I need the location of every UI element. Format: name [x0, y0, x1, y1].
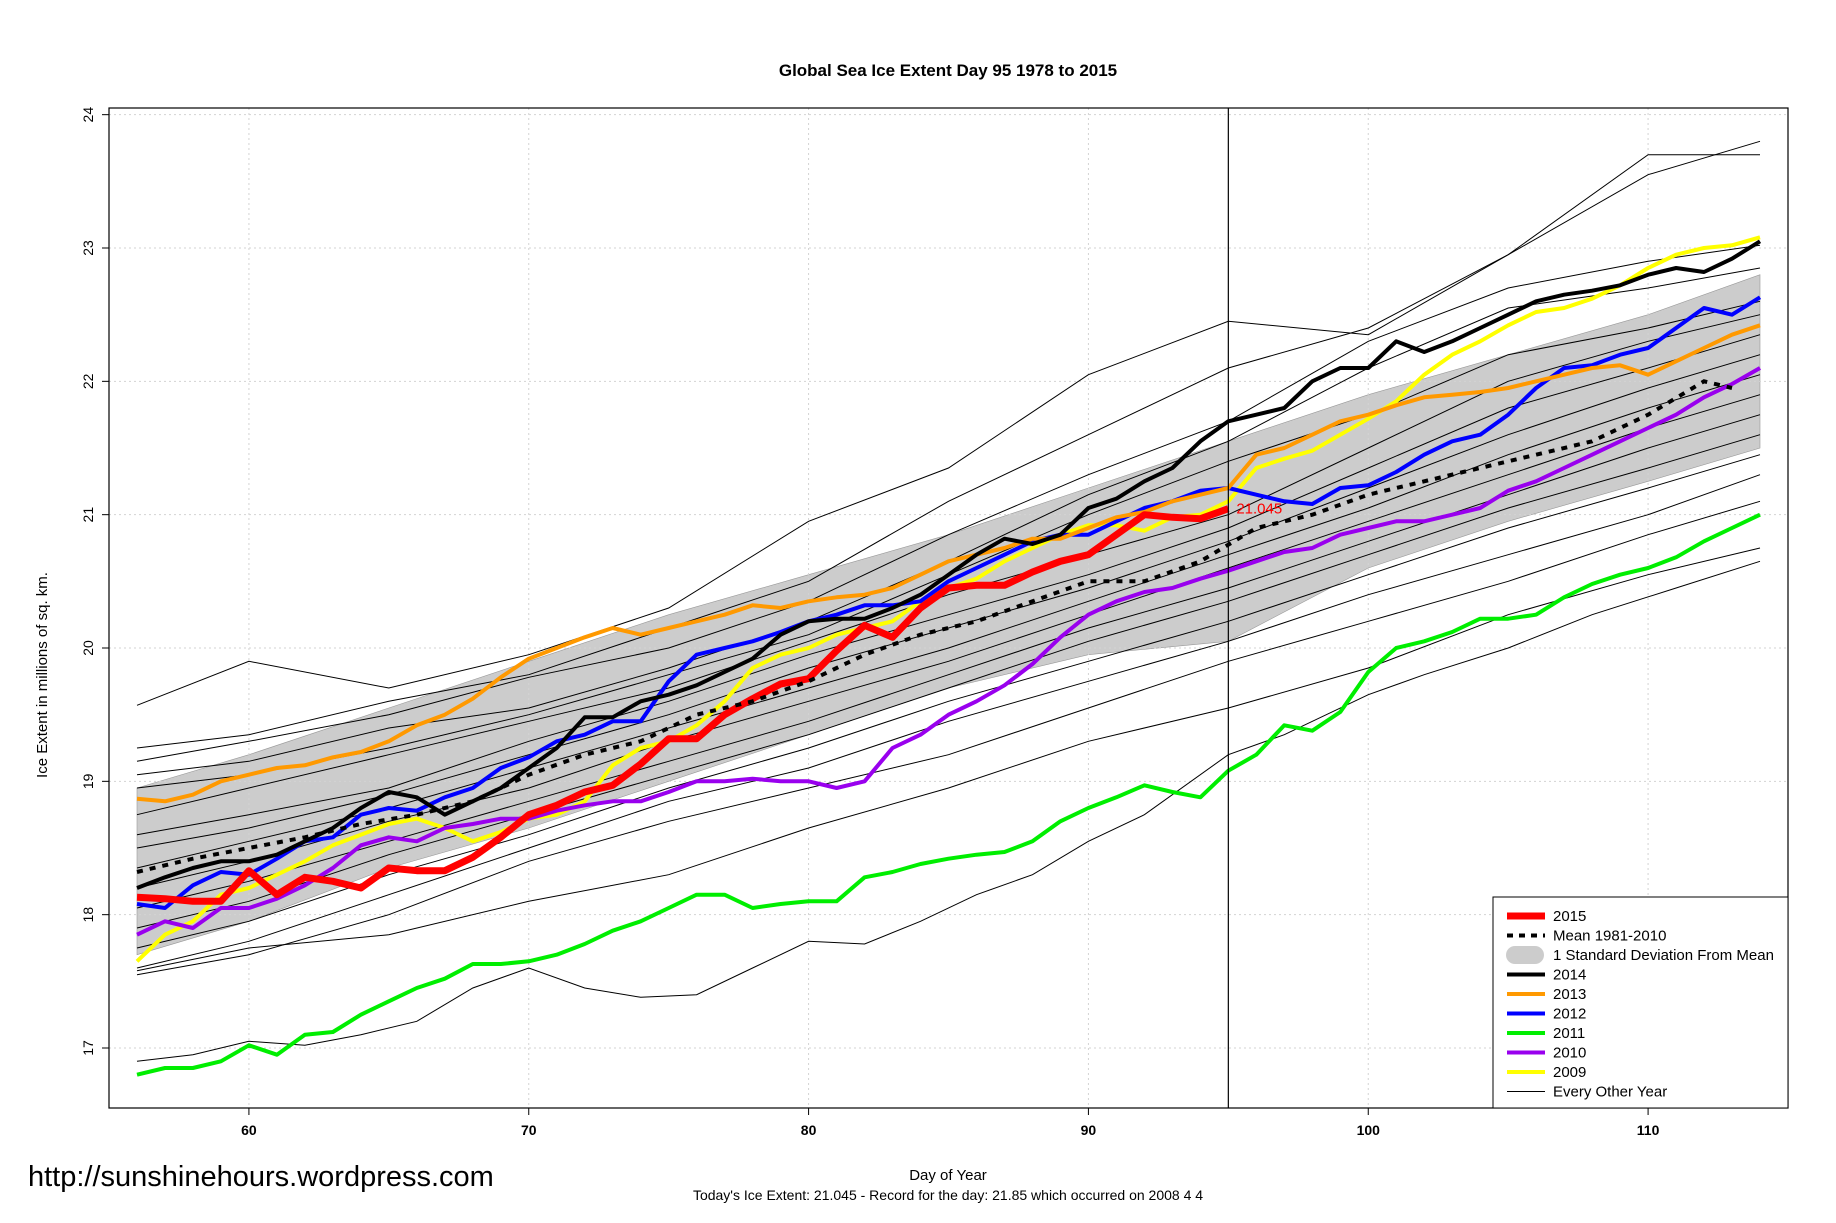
other-year-line-17 [136, 547, 1761, 972]
legend-label-8: 2009 [1553, 1064, 1586, 1081]
other-year-line-4 [136, 267, 1761, 776]
y-tick-label-24: 24 [80, 107, 96, 123]
other-year-line-14 [136, 474, 1761, 969]
other-year-line-16 [136, 560, 1761, 1062]
mean-line [136, 379, 1733, 874]
series-line-2015 [136, 505, 1230, 905]
y-tick-label-23: 23 [80, 240, 96, 256]
other-year-line-15 [136, 500, 1761, 976]
legend-swatch-sd [1506, 946, 1544, 964]
legend-label-1: Mean 1981-2010 [1553, 928, 1666, 945]
footer-record-note: Today's Ice Extent: 21.045 - Record for … [693, 1187, 1203, 1203]
other-year-line-10 [136, 394, 1761, 889]
series-line-2013 [136, 323, 1761, 804]
y-tick-label-22: 22 [80, 373, 96, 389]
chart-title: Global Sea Ice Extent Day 95 1978 to 201… [779, 61, 1117, 80]
y-tick-label-19: 19 [80, 773, 96, 789]
y-tick-label-17: 17 [80, 1040, 96, 1056]
x-tick-label-80: 80 [801, 1122, 817, 1138]
other-year-line-8 [136, 354, 1761, 849]
y-tick-label-18: 18 [80, 907, 96, 923]
y-axis-label: Ice Extent in millions of sq. km. [34, 572, 51, 778]
legend-label-0: 2015 [1553, 908, 1586, 925]
other-year-line-11 [136, 414, 1761, 909]
x-tick-label-90: 90 [1081, 1122, 1097, 1138]
legend-label-6: 2011 [1553, 1025, 1585, 1042]
watermark-url: http://sunshinehours.wordpress.com [28, 1161, 494, 1193]
other-year-line-6 [136, 314, 1761, 816]
other-year-line-12 [136, 434, 1761, 929]
other-year-line-7 [136, 334, 1761, 836]
series-line-2012 [136, 295, 1762, 910]
other-year-line-2 [136, 140, 1761, 749]
x-axis-label: Day of Year [909, 1167, 987, 1184]
legend-label-7: 2010 [1553, 1045, 1586, 1062]
legend-label-3: 2014 [1553, 967, 1586, 984]
year-series-lines [135, 235, 1762, 1077]
legend-label-4: 2013 [1553, 986, 1586, 1003]
legend-label-5: 2012 [1553, 1006, 1586, 1023]
series-line-2014 [136, 239, 1762, 890]
x-tick-label-70: 70 [521, 1122, 537, 1138]
y-tick-label-21: 21 [80, 507, 96, 523]
legend-label-9: Every Other Year [1553, 1084, 1667, 1101]
other-year-line-3 [136, 244, 1761, 762]
plot-frame [108, 107, 1789, 1109]
x-axis-ticks: 60 70 80 90 100 110 [241, 1108, 1660, 1138]
legend: 2015 Mean 1981-2010 1 Standard Deviation F… [1492, 896, 1789, 1109]
x-tick-label-100: 100 [1357, 1122, 1381, 1138]
y-tick-label-20: 20 [80, 640, 96, 656]
y-axis-ticks: 17 18 19 20 21 22 23 24 [80, 107, 109, 1056]
current-value-label: 21.045 [1236, 501, 1282, 518]
series-line-2011 [136, 512, 1761, 1077]
series-line-2010 [136, 366, 1761, 937]
x-tick-label-60: 60 [241, 1122, 257, 1138]
every-other-year-lines [136, 140, 1761, 1062]
x-tick-label-110: 110 [1637, 1122, 1660, 1138]
legend-label-2: 1 Standard Deviation From Mean [1553, 947, 1774, 964]
mean-dashed-line [136, 379, 1733, 874]
other-year-line-13 [136, 454, 1761, 949]
